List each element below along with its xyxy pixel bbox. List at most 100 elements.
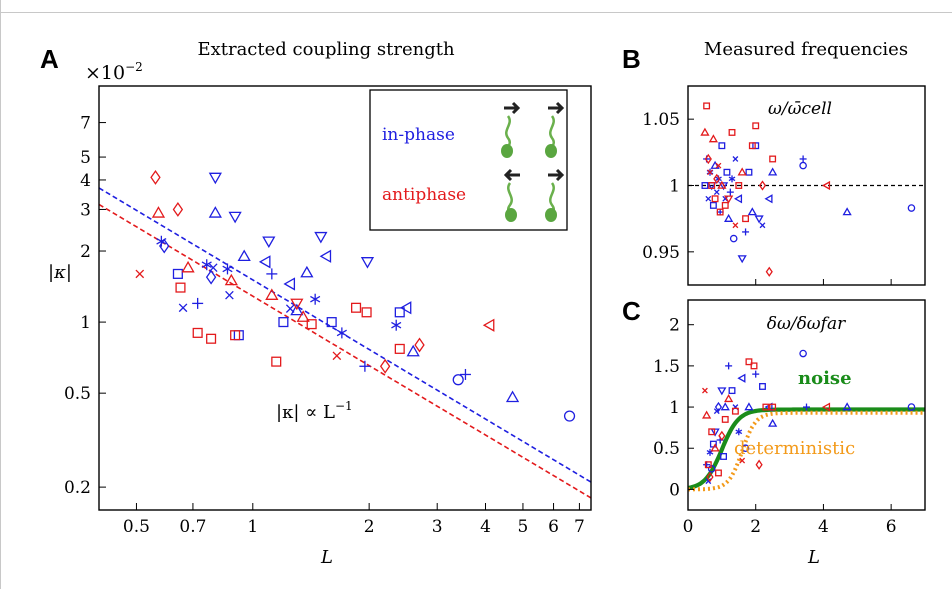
data-point: [768, 418, 778, 427]
data-point: [799, 349, 807, 358]
data-point: [728, 387, 736, 395]
y-tick-label: 3: [80, 200, 91, 220]
data-point: [735, 428, 743, 436]
panel-c-axis-ticks: 0 2 4 6 0 0.5 1 1.5 2: [653, 316, 897, 537]
data-point: [720, 453, 727, 460]
data-point: [752, 370, 760, 378]
data-point: [708, 428, 716, 436]
data-point: [704, 153, 712, 165]
y-tick-label: 1.5: [653, 357, 680, 377]
data-point: [224, 273, 238, 286]
x-tick-label: 1: [247, 517, 258, 537]
y-tick-label: 1: [669, 398, 680, 418]
data-point: [822, 180, 831, 191]
data-point: [222, 263, 233, 275]
data-point: [306, 319, 317, 330]
data-point: [151, 206, 166, 218]
fit-line-1: [98, 203, 592, 499]
data-point: [310, 293, 321, 305]
data-point: [731, 407, 739, 415]
x-tick-label: 0.7: [179, 517, 206, 537]
y-tick-label: 1.05: [642, 110, 680, 130]
data-point: [716, 208, 724, 216]
y-tick-label: 1: [669, 177, 680, 197]
data-point: [201, 259, 212, 271]
data-point: [762, 403, 770, 411]
data-point: [750, 362, 758, 370]
data-point: [702, 387, 708, 394]
data-point: [271, 356, 282, 367]
y-tick-label: 4: [80, 171, 91, 191]
y-tick-label: 0: [669, 480, 680, 500]
data-point: [842, 207, 852, 216]
data-point: [452, 374, 464, 386]
y-tick-label: 0.5: [64, 384, 91, 404]
data-point: [724, 213, 734, 222]
data-point: [406, 344, 420, 357]
data-point: [732, 222, 739, 229]
x-tick-label: 7: [574, 517, 585, 537]
panel-a-ylabel: |κ|: [48, 262, 72, 283]
y-tick-label: 0.5: [653, 439, 680, 459]
data-point: [708, 134, 719, 143]
data-point: [742, 215, 750, 223]
data-point: [351, 302, 362, 313]
data-point: [739, 457, 746, 464]
data-point: [723, 168, 731, 176]
data-point: [262, 236, 276, 249]
data-point: [733, 194, 743, 204]
data-point: [326, 317, 337, 328]
data-point: [208, 263, 218, 272]
data-point: [228, 211, 242, 224]
y-tick-label: 2: [80, 242, 91, 262]
data-point: [822, 402, 831, 412]
data-point: [803, 403, 810, 411]
panel-c-frame: [687, 299, 926, 511]
panel-c: C L 0 2 4 6 0 0.5 1 1.5 2 δω/δωfar noise determi…: [622, 296, 926, 568]
x-tick-label: 4: [818, 517, 829, 537]
panel-b-axis-ticks: 0.95 1 1.05: [642, 110, 892, 285]
data-point: [742, 228, 750, 236]
y-tick-label: 7: [80, 114, 91, 134]
data-point: [725, 362, 733, 370]
data-point: [360, 257, 375, 269]
panel-b-frame: [687, 85, 926, 286]
panel-a-frame: [98, 85, 592, 511]
panel-a-multiplier: ×10−2: [85, 60, 143, 84]
data-point: [206, 333, 217, 344]
data-point: [230, 330, 241, 341]
panel-b-inner-label: ω/ω̄cell: [768, 99, 832, 119]
data-point: [728, 128, 736, 136]
y-tick-label: 1: [80, 313, 91, 333]
data-point: [704, 461, 712, 469]
data-point: [192, 297, 204, 309]
data-point: [265, 288, 279, 300]
data-point: [237, 249, 251, 262]
data-point: [314, 231, 328, 244]
data-point: [710, 443, 720, 452]
data-point: [715, 469, 722, 477]
data-point: [336, 327, 347, 339]
data-point: [768, 167, 778, 176]
data-point: [907, 204, 916, 212]
panel-c-label: C: [622, 296, 641, 326]
data-point: [721, 415, 729, 423]
data-point: [208, 206, 222, 218]
data-point: [505, 390, 520, 403]
data-point: [718, 142, 726, 150]
data-point: [391, 319, 402, 331]
panel-a: A Extracted coupling strength ×10−2 |κ| …: [40, 39, 592, 568]
data-point: [290, 298, 304, 311]
data-point: [799, 161, 807, 170]
data-point: [759, 383, 766, 390]
data-point: [150, 169, 161, 185]
data-point: [745, 168, 753, 176]
data-point: [737, 167, 747, 176]
x-tick-label: 6: [886, 517, 897, 537]
x-tick-label: 5: [518, 517, 529, 537]
data-point: [765, 266, 773, 277]
x-tick-label: 0: [683, 517, 694, 537]
data-point: [721, 201, 729, 209]
data-point: [482, 318, 495, 332]
panel-a-legend: in-phase antiphase: [369, 89, 568, 231]
